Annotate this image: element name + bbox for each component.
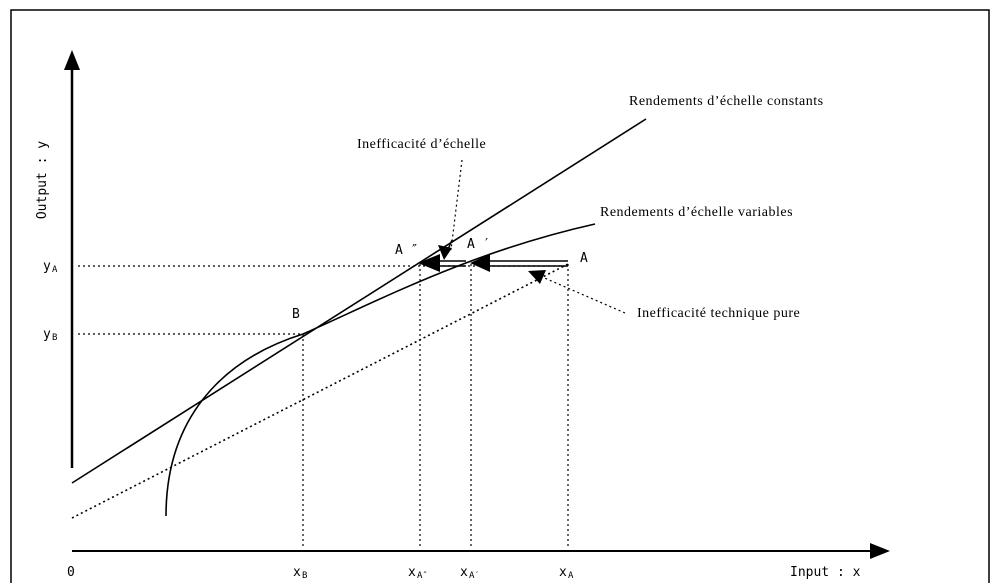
scale-ineff-double-arrow: [418, 254, 466, 272]
crs-annotation: Rendements d’échelle constants: [629, 94, 824, 109]
svg-text:B: B: [52, 333, 57, 343]
point-a-label: A: [580, 251, 588, 266]
x-axis-arrowhead: [870, 543, 890, 559]
y-axis-title: Output : y: [35, 141, 50, 219]
tech-ineff-annotation: Inefficacité technique pure: [637, 306, 800, 321]
svg-text:A: A: [568, 571, 574, 581]
svg-text:A: A: [52, 265, 58, 275]
tech-ineff-leader: [539, 275, 626, 314]
svg-text:y: y: [43, 327, 51, 342]
origin-label: 0: [67, 565, 75, 580]
svg-text:B: B: [302, 571, 307, 581]
y-axis-arrowhead: [64, 50, 80, 70]
point-b-label: B: [292, 307, 300, 322]
x-tick-xa: x A: [559, 565, 574, 581]
svg-text:y: y: [43, 259, 51, 274]
scale-ineff-pointer-arrow: [438, 239, 453, 260]
x-axis-title: Input : x: [790, 565, 861, 580]
crs-frontier-line: [71, 118, 647, 484]
vrs-annotation: Rendements d’échelle variables: [600, 205, 793, 220]
point-a-double-label: A ″: [395, 243, 418, 258]
x-tick-xa-double: x A″: [408, 565, 428, 581]
point-a-prime-label: A ′: [467, 237, 490, 252]
scale-ineff-annotation: Inefficacité d’échelle: [357, 137, 486, 152]
svg-text:x: x: [293, 565, 301, 580]
svg-text:A′: A′: [469, 571, 480, 581]
scale-ineff-leader: [450, 159, 463, 251]
crs-through-a-line: [71, 263, 569, 519]
x-tick-xa-prime: x A′: [460, 565, 480, 581]
vrs-frontier-curve: [165, 223, 596, 517]
svg-text:A″: A″: [417, 571, 428, 581]
x-tick-xb: x B: [293, 565, 307, 581]
y-tick-yb: y B: [43, 327, 57, 343]
tech-ineff-double-arrow: [470, 254, 568, 272]
tech-ineff-pointer-arrow: [528, 270, 546, 284]
svg-text:x: x: [408, 565, 416, 580]
svg-text:x: x: [559, 565, 567, 580]
y-tick-ya: y A: [43, 259, 58, 275]
figure-frame: [10, 9, 990, 583]
svg-text:x: x: [460, 565, 468, 580]
